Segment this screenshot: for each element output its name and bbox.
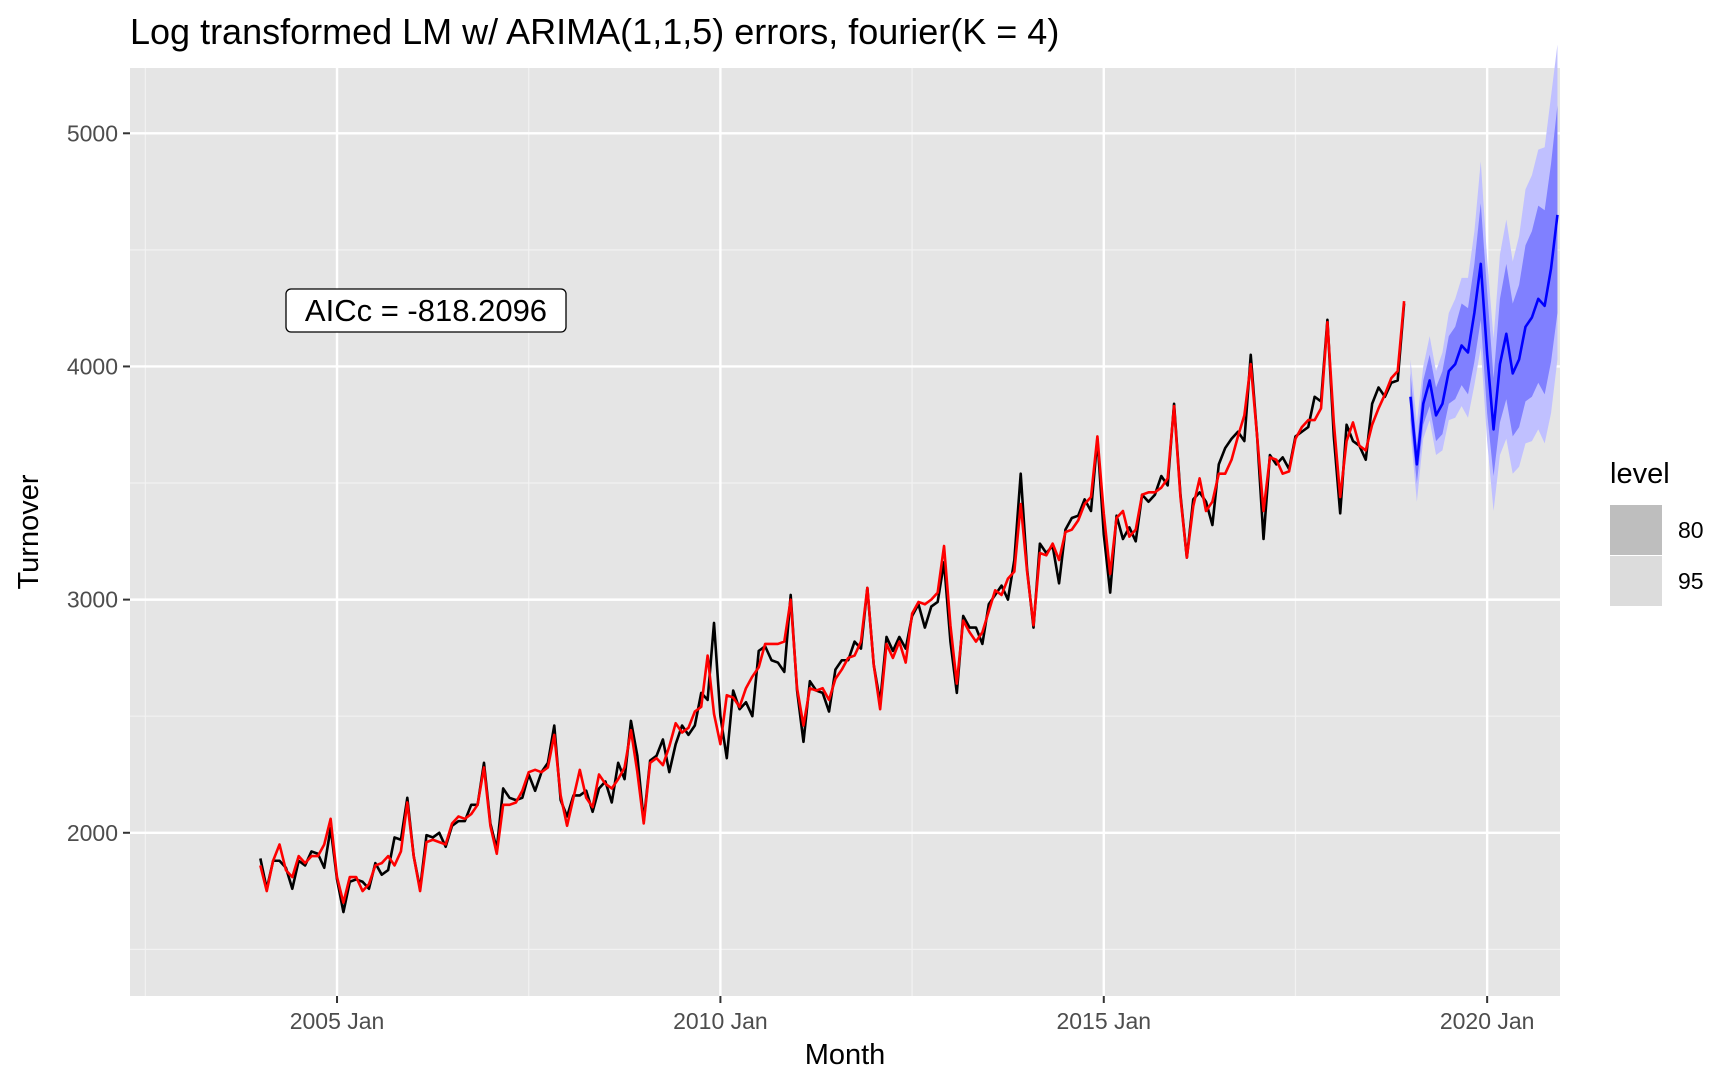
legend-key-80: [1610, 505, 1662, 555]
minor-gridlines: [130, 68, 1560, 996]
y-tick-label: 2000: [67, 820, 118, 846]
legend-key-95: [1610, 556, 1662, 606]
legend: level 80 95: [1610, 458, 1704, 606]
fitted-line: [259, 301, 1406, 905]
x-tick-label: 2015 Jan: [1056, 1008, 1151, 1034]
forecast-line: [1409, 214, 1559, 466]
y-tick-label: 5000: [67, 120, 118, 146]
y-axis: 2000 3000 4000 5000: [67, 120, 130, 846]
x-tick-label: 2020 Jan: [1440, 1008, 1535, 1034]
major-gridlines: [130, 68, 1560, 996]
legend-title: level: [1610, 458, 1670, 490]
aicc-annotation-box: [285, 288, 567, 333]
y-tick-label: 3000: [67, 587, 118, 613]
x-axis-title: Month: [805, 1039, 886, 1071]
x-tick-label: 2005 Jan: [290, 1008, 385, 1034]
y-axis-title: Turnover: [13, 474, 45, 589]
legend-label-80: 80: [1678, 517, 1704, 543]
chart-title: Log transformed LM w/ ARIMA(1,1,5) error…: [130, 11, 1059, 52]
plot-panel: [130, 68, 1560, 996]
series-lines: [259, 214, 1559, 914]
aicc-annotation: AICc = -818.2096: [285, 288, 567, 333]
x-tick-label: 2010 Jan: [673, 1008, 768, 1034]
x-axis: 2005 Jan 2010 Jan 2015 Jan 2020 Jan: [290, 996, 1535, 1034]
aicc-annotation-text: AICc = -818.2096: [305, 293, 547, 328]
legend-label-95: 95: [1678, 568, 1704, 594]
y-tick-label: 4000: [67, 353, 118, 379]
